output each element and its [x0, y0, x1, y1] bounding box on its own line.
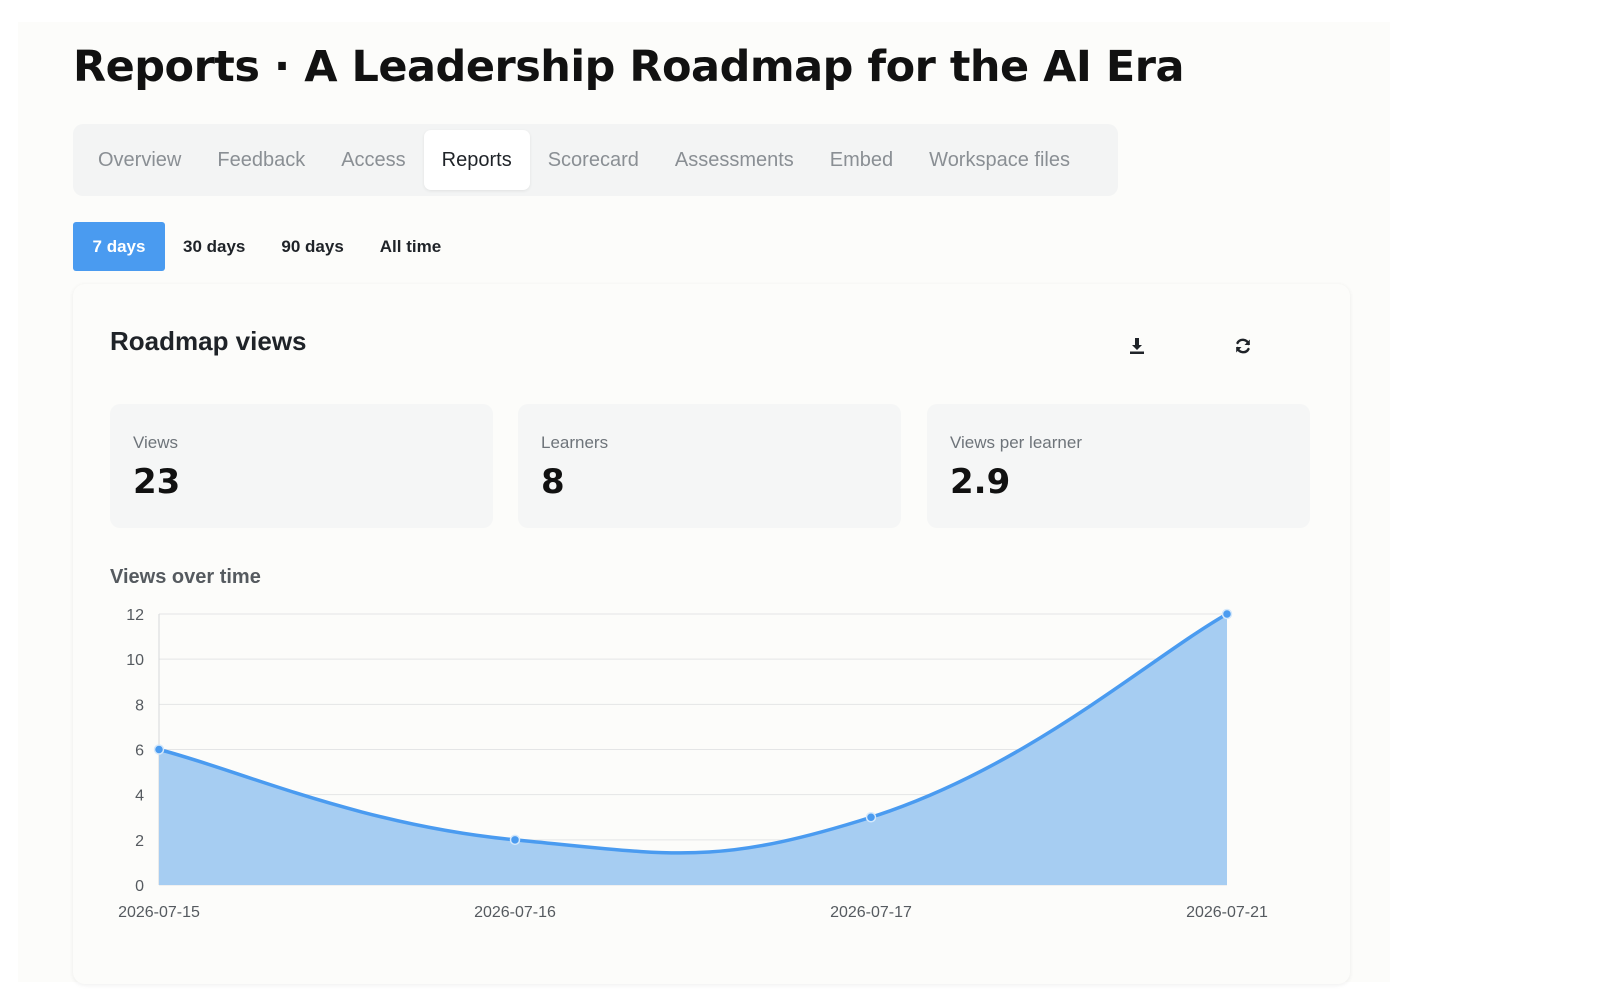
tab-embed[interactable]: Embed — [829, 148, 894, 171]
stat-value: 8 — [541, 462, 565, 502]
x-tick-label: 2026-07-15 — [118, 904, 200, 921]
range-90-days-button[interactable]: 90 days — [281, 236, 344, 256]
range-all-time-button[interactable]: All time — [379, 236, 442, 256]
stat-views: Views 23 — [110, 404, 493, 528]
y-tick-label: 12 — [126, 607, 144, 624]
stat-views-per-learner: Views per learner 2.9 — [927, 404, 1310, 528]
tab-feedback[interactable]: Feedback — [217, 148, 306, 171]
views-over-time-chart: 0 2 4 6 8 10 12 2026-07-15 2026-07-16 2026-07-17 2… — [118, 607, 1268, 921]
stat-value: 23 — [133, 462, 181, 502]
data-point — [1221, 608, 1233, 620]
stat-learners: Learners 8 — [518, 404, 901, 528]
refresh-icon — [1236, 338, 1250, 354]
y-tick-label: 8 — [135, 697, 144, 714]
tab-workspace-files[interactable]: Workspace files — [929, 148, 1070, 171]
series-area — [159, 614, 1227, 885]
tab-overview[interactable]: Overview — [98, 148, 182, 171]
tab-access[interactable]: Access — [341, 148, 406, 171]
y-tick-label: 4 — [135, 788, 144, 805]
y-tick-label: 6 — [135, 743, 144, 760]
tab-scorecard[interactable]: Scorecard — [547, 148, 639, 171]
y-tick-label: 0 — [135, 878, 144, 895]
data-point — [153, 744, 165, 755]
data-point — [865, 812, 877, 823]
x-tick-label: 2026-07-21 — [1186, 904, 1268, 921]
chart-title: Views over time — [110, 566, 261, 588]
stat-label: Views per learner — [950, 433, 1082, 452]
date-range-selector: 7 days 30 days 90 days All time — [73, 222, 459, 271]
tab-assessments[interactable]: Assessments — [674, 148, 794, 171]
card-title: Roadmap views — [110, 326, 307, 356]
range-7-days-button[interactable]: 7 days — [73, 222, 165, 271]
stat-label: Learners — [541, 433, 609, 452]
data-point — [509, 834, 521, 846]
download-button[interactable] — [1119, 328, 1155, 364]
series-line — [157, 612, 1229, 855]
page-title: Reports · A Leadership Roadmap for the A… — [73, 42, 1185, 92]
y-tick-label: 2 — [135, 833, 144, 850]
x-tick-label: 2026-07-17 — [830, 904, 912, 921]
page: Reports · A Leadership Roadmap for the A… — [18, 22, 1390, 984]
tab-reports[interactable]: Reports — [423, 130, 530, 190]
range-30-days-button[interactable]: 30 days — [183, 236, 246, 256]
tab-bar: Overview Feedback Access Reports Scorecard As… — [73, 124, 1118, 196]
download-icon — [1130, 338, 1144, 354]
stat-label: Views — [133, 433, 179, 452]
roadmap-views-card: Roadmap views Views 23 Learners 8 Views … — [73, 284, 1350, 984]
refresh-button[interactable] — [1225, 328, 1261, 364]
stat-value: 2.9 — [950, 462, 1011, 502]
y-tick-label: 10 — [126, 652, 144, 669]
x-tick-label: 2026-07-16 — [474, 904, 556, 921]
